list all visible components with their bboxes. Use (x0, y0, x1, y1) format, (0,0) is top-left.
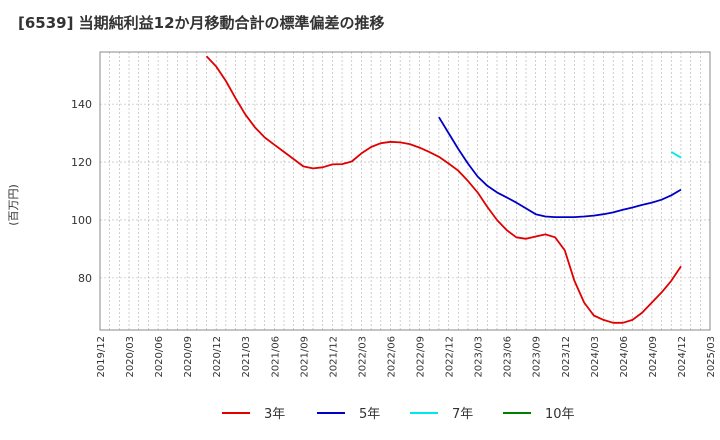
series-line (670, 151, 682, 159)
x-tick-label: 2020/09 (183, 336, 194, 378)
x-tick-label: 2020/03 (125, 336, 136, 378)
series-line (438, 116, 682, 219)
legend-label: 3年 (264, 407, 285, 422)
x-tick-label: 2021/06 (270, 336, 281, 378)
x-tick-label: 2023/09 (532, 336, 543, 378)
plot-frame (99, 51, 711, 331)
y-tick-label: 140 (71, 98, 92, 111)
x-tick-label: 2021/03 (241, 336, 252, 378)
x-tick-label: 2019/12 (96, 336, 107, 378)
x-tick-label: 2022/09 (416, 336, 427, 378)
y-axis-label: (百万円) (7, 184, 20, 226)
x-tick-label: 2024/03 (590, 336, 601, 378)
x-tick-label: 2022/03 (357, 336, 368, 378)
x-tick-label: 2020/12 (212, 336, 223, 378)
x-tick-label: 2021/09 (299, 336, 310, 378)
legend-label: 10年 (545, 407, 575, 422)
x-tick-label: 2024/06 (619, 336, 630, 378)
x-tick-label: 2023/12 (561, 336, 572, 378)
chart-title: [6539] 当期純利益12か月移動合計の標準偏差の推移 (18, 14, 385, 32)
x-tick-label: 2024/09 (648, 336, 659, 378)
legend-label: 7年 (452, 407, 473, 422)
x-tick-label: 2023/06 (503, 336, 514, 378)
x-tick-label: 2021/12 (328, 336, 339, 378)
y-tick-label: 80 (78, 272, 92, 285)
series-lines (205, 55, 682, 324)
x-tick-label: 2025/03 (706, 336, 717, 378)
y-axis: 80 100 120 140 (71, 98, 92, 285)
legend-label: 5年 (359, 407, 380, 422)
y-tick-label: 120 (71, 156, 92, 169)
y-tick-label: 100 (71, 214, 92, 227)
x-tick-label: 2020/06 (154, 336, 165, 378)
x-tick-label: 2024/12 (677, 336, 688, 378)
x-tick-label: 2022/06 (386, 336, 397, 378)
grid-lines (99, 52, 711, 330)
x-axis: 2019/12 2020/03 2020/06 2020/09 2020/12 2021/… (96, 336, 717, 378)
x-tick-label: 2022/12 (445, 336, 456, 378)
x-tick-label: 2023/03 (474, 336, 485, 378)
legend: 3年 5年 7年 10年 (222, 407, 575, 422)
series-line (205, 55, 682, 324)
